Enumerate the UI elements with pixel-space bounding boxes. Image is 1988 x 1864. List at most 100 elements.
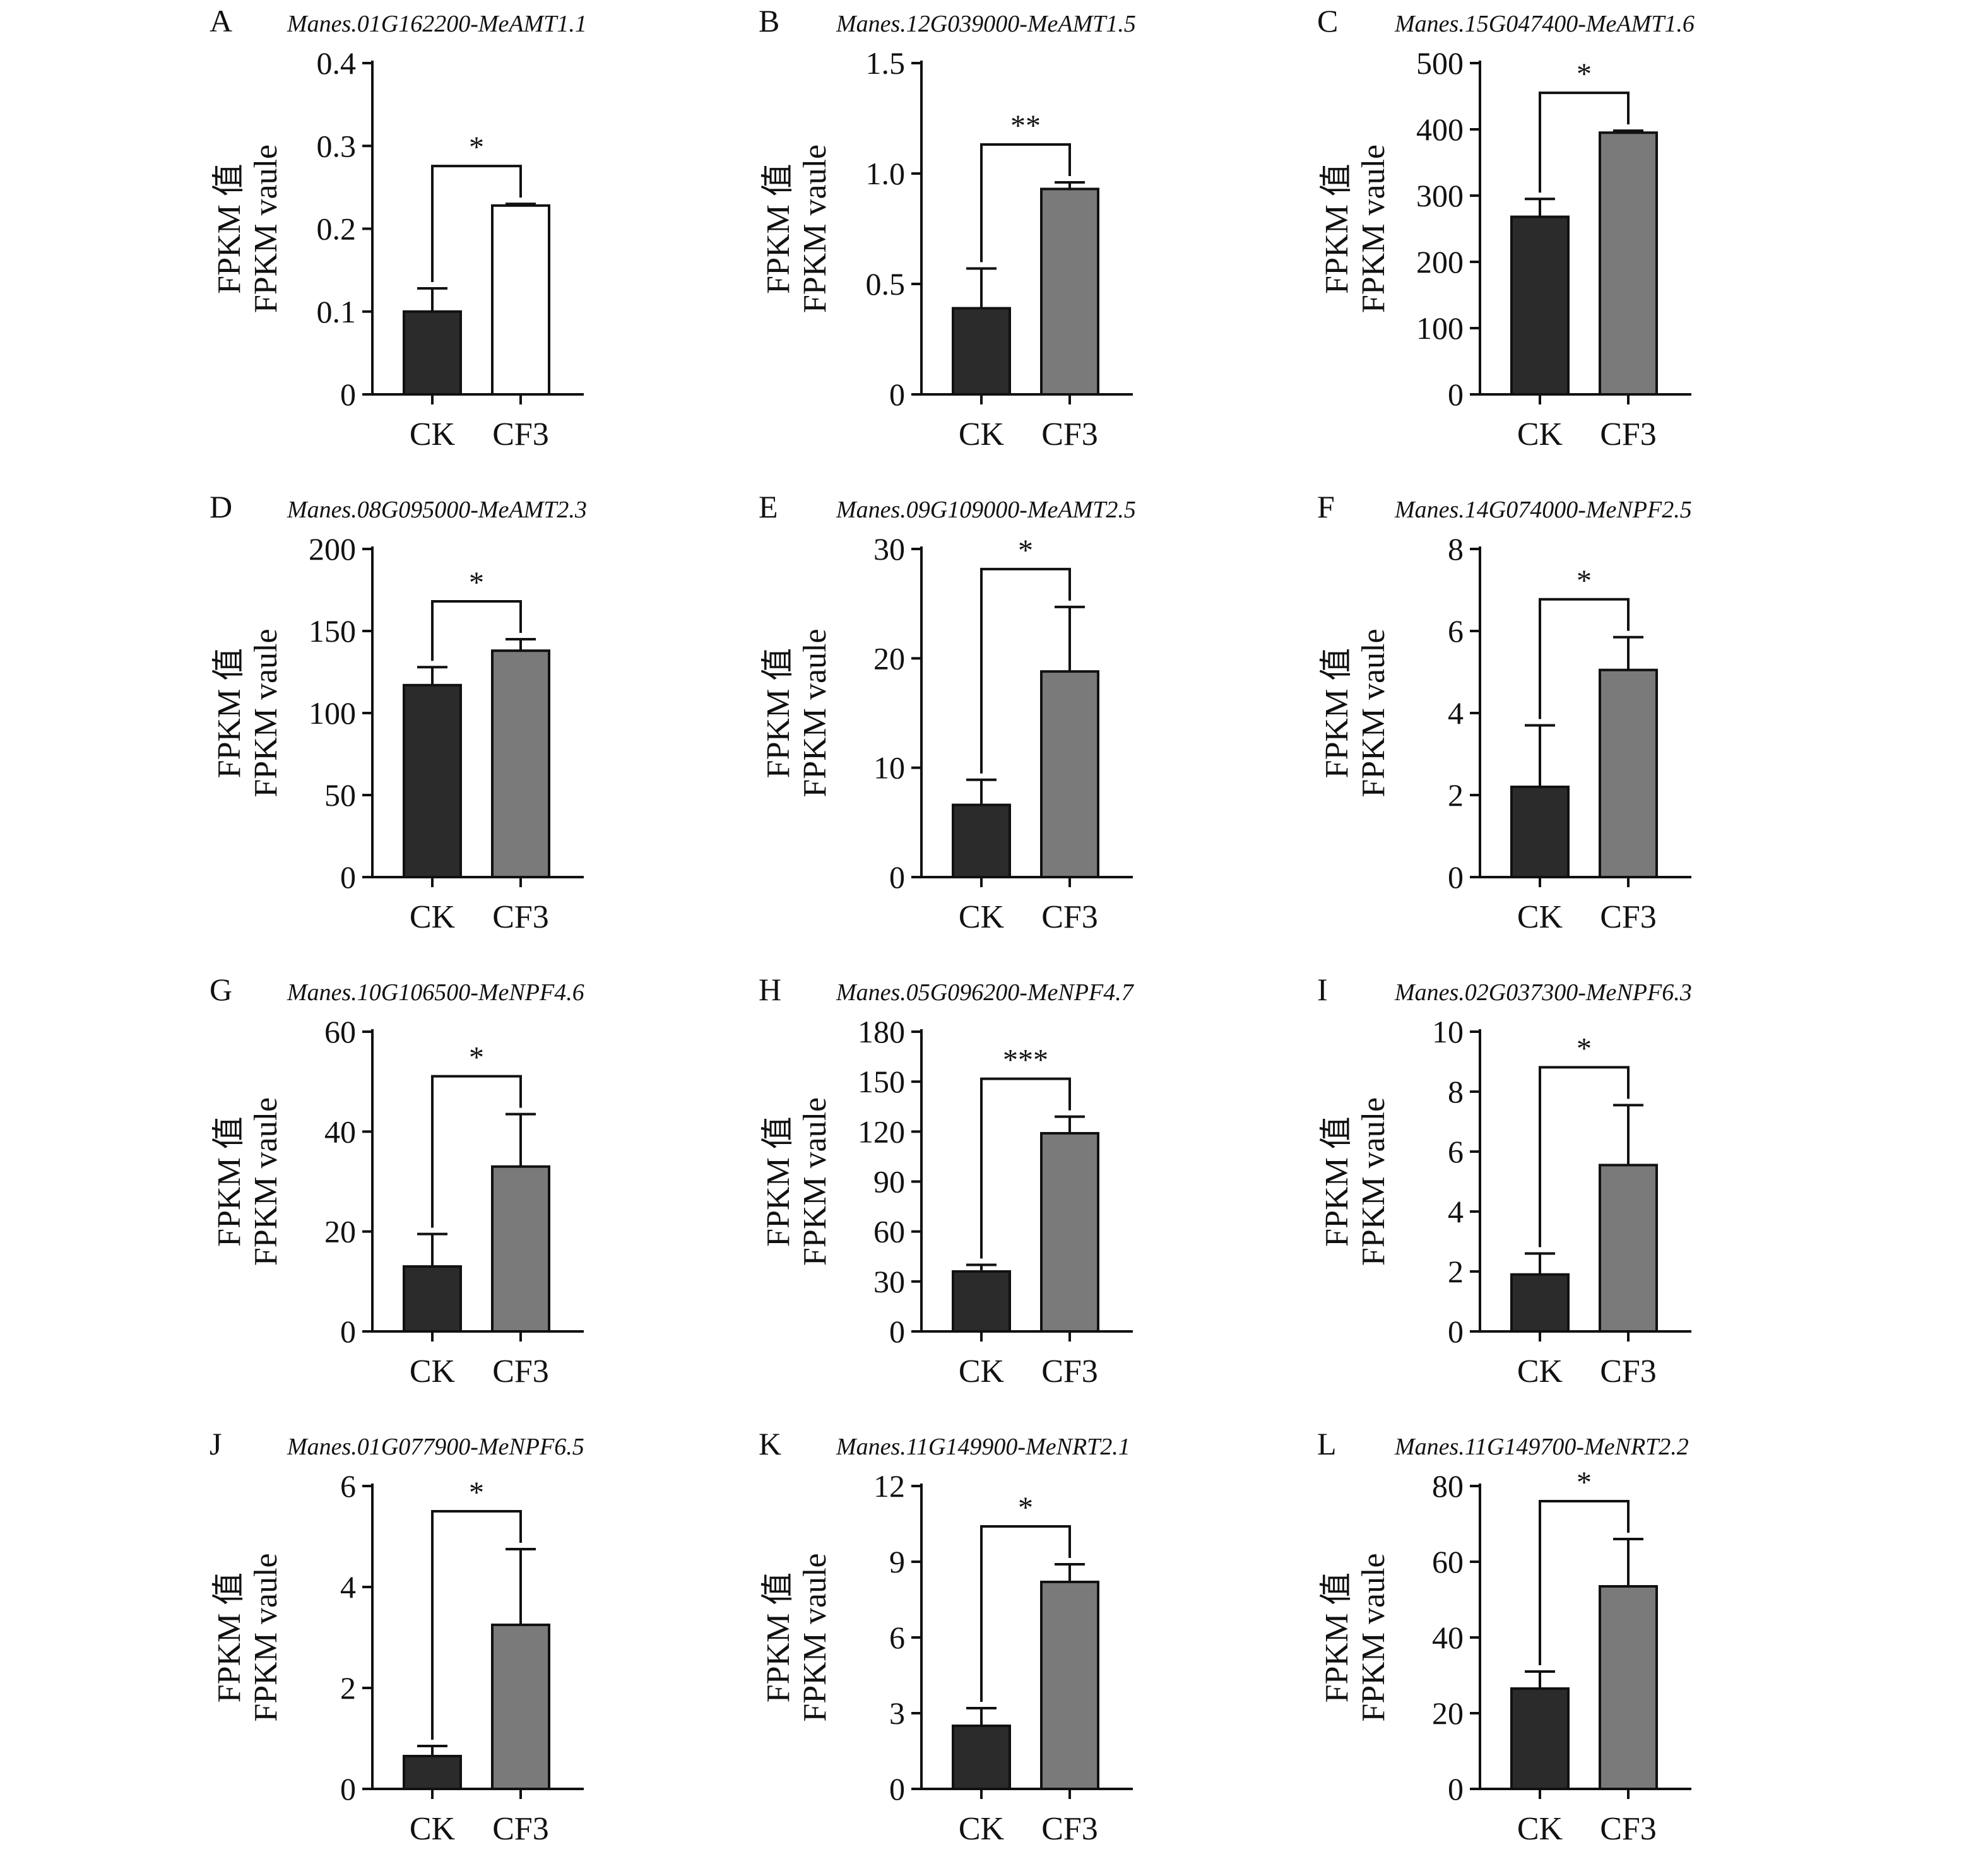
bar-ck: [1510, 786, 1570, 878]
y-tick-label: 2: [340, 1670, 356, 1706]
panel-letter: I: [1317, 972, 1328, 1007]
significance-bracket: [431, 600, 522, 661]
significance-label: *: [469, 131, 484, 164]
significance-label: *: [1577, 1032, 1592, 1065]
bar-ck: [403, 683, 462, 879]
y-axis-label-en: FPKM vaule: [797, 628, 833, 797]
y-axis-label-cn: FPKM 值: [211, 1116, 247, 1247]
y-axis-label-en: FPKM vaule: [248, 628, 284, 797]
bar-cf3: [1599, 1585, 1658, 1790]
bar-cf3: [1040, 1131, 1099, 1333]
panel-letter: E: [759, 489, 778, 524]
panel-letter: A: [210, 3, 232, 38]
panel-title: Manes.14G074000-MeNPF2.5: [1394, 497, 1692, 523]
bar-ck: [952, 1725, 1011, 1790]
bar-ck: [403, 1265, 462, 1333]
y-tick-label: 500: [1416, 45, 1464, 81]
y-tick-label: 4: [1448, 695, 1464, 731]
y-axis-label-en: FPKM vaule: [1356, 1553, 1392, 1721]
panel-letter: J: [210, 1426, 222, 1461]
x-tick-label: CF3: [1600, 1811, 1657, 1847]
x-tick-label: CF3: [492, 1811, 549, 1847]
y-tick-label: 6: [889, 1620, 905, 1655]
significance-label: *: [1018, 534, 1033, 567]
y-tick-label: 0: [889, 1314, 905, 1349]
y-axis-label-en: FPKM vaule: [797, 145, 833, 313]
x-tick-label: CK: [410, 416, 456, 452]
y-tick-label: 100: [309, 695, 356, 731]
panel-title: Manes.09G109000-MeAMT2.5: [836, 497, 1136, 523]
y-axis-label-cn: FPKM 值: [1319, 1572, 1355, 1703]
panel-letter: C: [1317, 3, 1338, 38]
y-axis-label-en: FPKM vaule: [248, 145, 284, 313]
bar-ck: [403, 310, 462, 396]
panel-j: J Manes.01G077900-MeNPF6.5 0 2 4 6 FPKM 值 FPKM …: [210, 1426, 584, 1847]
bar-cf3: [491, 1624, 550, 1790]
significance-bracket: [980, 143, 1071, 262]
significance-bracket: [1539, 598, 1630, 719]
y-axis-label-en: FPKM vaule: [248, 1553, 284, 1721]
x-tick-label: CF3: [1041, 416, 1098, 452]
y-tick-label: 9: [889, 1544, 905, 1579]
y-tick-label: 50: [324, 777, 356, 813]
x-tick-label: CK: [410, 1811, 456, 1847]
y-tick-label: 8: [1448, 1074, 1464, 1109]
x-tick-label: CF3: [1041, 899, 1098, 935]
panel-title: Manes.08G095000-MeAMT2.3: [287, 497, 587, 523]
y-tick-label: 0: [1448, 859, 1464, 895]
bar-cf3: [1040, 1581, 1099, 1790]
significance-bracket: [980, 1525, 1071, 1702]
panel-letter: K: [759, 1426, 781, 1461]
y-tick-label: 6: [1448, 613, 1464, 649]
panel-c: C Manes.15G047400-MeAMT1.6 0 100 200 300 400 50…: [1317, 3, 1695, 452]
x-tick-label: CK: [1517, 1354, 1563, 1389]
bar-ck: [952, 1270, 1011, 1333]
y-tick-label: 200: [309, 531, 356, 567]
y-tick-label: 0: [889, 377, 905, 412]
bar-ck: [1510, 1273, 1570, 1333]
y-tick-label: 4: [340, 1569, 356, 1605]
y-tick-label: 10: [873, 750, 905, 786]
bar-ck: [1510, 1687, 1570, 1790]
significance-bracket: [431, 165, 522, 282]
x-tick-label: CF3: [1600, 416, 1657, 452]
panel-letter: D: [210, 489, 232, 524]
y-tick-label: 90: [873, 1164, 905, 1200]
significance-bracket: [980, 1077, 1071, 1259]
bar-cf3: [1040, 187, 1099, 396]
x-tick-label: CF3: [492, 416, 549, 452]
x-tick-label: CK: [959, 899, 1005, 935]
panel-a: A Manes.01G162200-MeAMT1.1 0 0.1 0.2 0.3 0.4 FP…: [210, 3, 587, 452]
y-tick-label: 0: [889, 859, 905, 895]
y-axis-label-en: FPKM vaule: [1356, 1097, 1392, 1266]
y-axis-label-cn: FPKM 值: [760, 163, 796, 294]
panel-f: F Manes.14G074000-MeNPF2.5 0 2 4 6 8 FPKM 值 FPKM…: [1317, 489, 1692, 935]
y-axis-label-cn: FPKM 值: [760, 1116, 796, 1247]
x-tick-label: CK: [959, 1811, 1005, 1847]
panel-title: Manes.11G149900-MeNRT2.1: [836, 1434, 1130, 1460]
x-tick-label: CK: [1517, 1811, 1563, 1847]
y-tick-label: 150: [858, 1064, 905, 1099]
y-tick-label: 0.4: [317, 45, 357, 81]
bar-cf3: [491, 649, 550, 878]
y-tick-label: 20: [324, 1214, 356, 1249]
y-tick-label: 30: [873, 1264, 905, 1299]
significance-label: *: [1577, 57, 1592, 91]
y-tick-label: 80: [1432, 1468, 1464, 1504]
panel-title: Manes.02G037300-MeNPF6.3: [1394, 979, 1692, 1006]
panel-l: L Manes.11G149700-MeNRT2.2 0 20 40 60 80 FPKM 值…: [1317, 1426, 1691, 1847]
x-tick-label: CK: [959, 1354, 1005, 1389]
y-tick-label: 300: [1416, 178, 1464, 213]
panel-b: B Manes.12G039000-MeAMT1.5 0 0.5 1.0 1.5 FPKM …: [759, 3, 1136, 452]
y-tick-label: 2: [1448, 1254, 1464, 1289]
significance-label: *: [469, 566, 484, 599]
y-tick-label: 400: [1416, 112, 1464, 147]
x-tick-label: CF3: [1600, 1354, 1657, 1389]
y-tick-label: 0: [340, 377, 356, 412]
y-tick-label: 20: [1432, 1696, 1464, 1731]
x-tick-label: CK: [1517, 899, 1563, 935]
y-tick-label: 100: [1416, 310, 1464, 346]
panel-title: Manes.10G106500-MeNPF4.6: [287, 979, 584, 1006]
